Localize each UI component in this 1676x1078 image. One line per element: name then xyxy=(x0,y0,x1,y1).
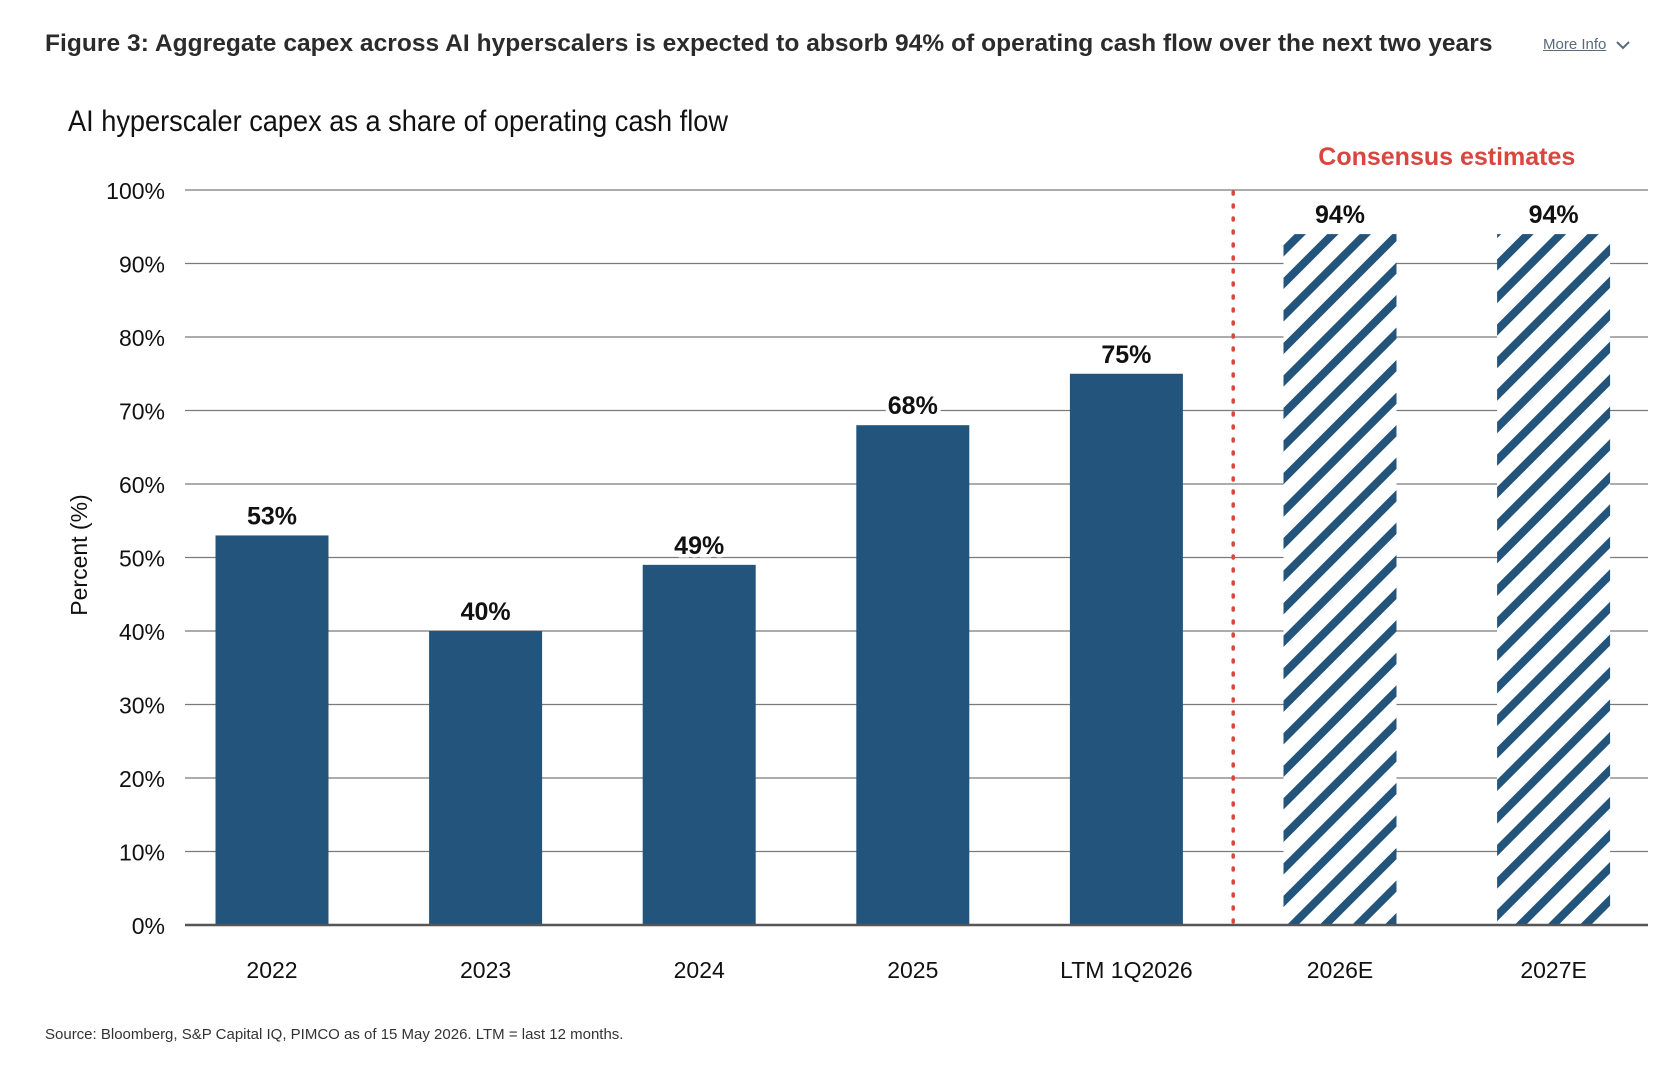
y-tick-label: 20% xyxy=(119,766,165,792)
estimate-bar xyxy=(1283,234,1397,926)
data-label: 75% xyxy=(1101,341,1151,369)
data-label: 49% xyxy=(674,532,724,560)
y-tick-label: 50% xyxy=(119,546,165,572)
x-tick-label: 2022 xyxy=(246,957,297,983)
y-tick-labels: 0% 10% 20% 30% 40% 50% 60% 70% 80% 90% 100% xyxy=(106,178,165,939)
y-tick-label: 90% xyxy=(119,252,165,278)
y-axis-label: Percent (%) xyxy=(66,494,92,615)
y-tick-label: 60% xyxy=(119,472,165,498)
x-tick-label: 2024 xyxy=(674,957,725,983)
y-tick-label: 40% xyxy=(119,619,165,645)
more-info-label: More Info xyxy=(1543,36,1607,53)
bar xyxy=(215,535,329,925)
bar xyxy=(642,564,756,925)
bars xyxy=(215,234,1611,926)
bar xyxy=(429,631,543,925)
source-note: Source: Bloomberg, S&P Capital IQ, PIMCO… xyxy=(45,1026,624,1043)
bar xyxy=(1069,373,1183,925)
estimate-bar xyxy=(1497,234,1611,926)
figure-header: Figure 3: Aggregate capex across AI hype… xyxy=(45,26,1645,66)
figure-title: Figure 3: Aggregate capex across AI hype… xyxy=(45,30,1493,57)
data-labels: 53% 40% 49% 68% 75% 94% 94% xyxy=(243,198,1582,630)
data-label: 94% xyxy=(1315,201,1365,229)
y-tick-label: 30% xyxy=(119,693,165,719)
y-tick-label: 80% xyxy=(119,325,165,351)
y-tick-label: 70% xyxy=(119,399,165,425)
more-info-link[interactable]: More Info xyxy=(1543,36,1632,53)
chart-title: AI hyperscaler capex as a share of opera… xyxy=(68,105,728,138)
y-tick-label: 0% xyxy=(132,913,165,939)
data-label: 94% xyxy=(1529,201,1579,229)
chevron-down-icon xyxy=(1616,40,1631,49)
x-tick-labels: 2022 2023 2024 2025 LTM 1Q2026 2026E 2027E xyxy=(246,957,1586,983)
data-label: 53% xyxy=(247,502,297,530)
x-tick-label: 2027E xyxy=(1520,957,1587,983)
x-tick-label: 2025 xyxy=(887,957,938,983)
y-tick-label: 10% xyxy=(119,840,165,866)
x-tick-label: LTM 1Q2026 xyxy=(1060,957,1193,983)
data-label: 68% xyxy=(888,392,938,420)
x-tick-label: 2023 xyxy=(460,957,511,983)
bar xyxy=(856,425,970,925)
x-tick-label: 2026E xyxy=(1307,957,1374,983)
data-label: 40% xyxy=(461,598,511,626)
consensus-estimates-annotation: Consensus estimates xyxy=(1318,143,1575,171)
y-tick-label: 100% xyxy=(106,178,165,204)
bar-chart: AI hyperscaler capex as a share of opera… xyxy=(66,105,1648,983)
